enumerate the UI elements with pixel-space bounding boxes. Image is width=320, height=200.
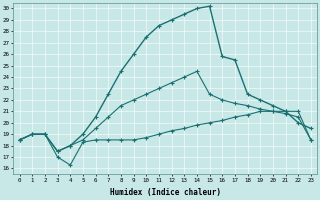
X-axis label: Humidex (Indice chaleur): Humidex (Indice chaleur) — [110, 188, 221, 197]
